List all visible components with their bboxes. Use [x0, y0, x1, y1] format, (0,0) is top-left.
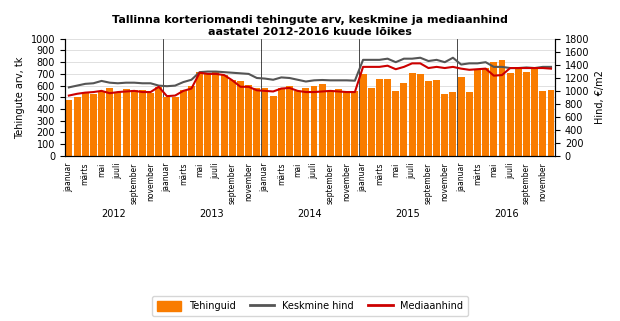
Bar	[294, 91, 301, 156]
Bar	[311, 86, 317, 156]
Bar	[498, 60, 505, 156]
Bar	[547, 90, 554, 156]
Bar	[82, 93, 89, 156]
Text: 2016: 2016	[494, 209, 518, 219]
Bar	[433, 80, 440, 156]
Bar	[409, 73, 415, 156]
Bar	[376, 79, 383, 156]
Bar	[139, 90, 146, 156]
Bar	[417, 74, 423, 156]
Bar	[237, 81, 244, 156]
Bar	[262, 88, 268, 156]
Bar	[172, 97, 179, 156]
Bar	[335, 89, 342, 156]
Bar	[180, 90, 187, 156]
Text: 2015: 2015	[396, 209, 420, 219]
Bar	[392, 91, 399, 156]
Y-axis label: Hind, €/m2: Hind, €/m2	[595, 70, 605, 124]
Bar	[74, 97, 81, 156]
Bar	[343, 91, 350, 156]
Bar	[352, 91, 358, 156]
Text: 2014: 2014	[298, 209, 322, 219]
Bar	[507, 73, 513, 156]
Bar	[98, 91, 105, 156]
Bar	[319, 84, 326, 156]
Bar	[196, 72, 203, 156]
Bar	[245, 85, 252, 156]
Bar	[286, 86, 293, 156]
Bar	[278, 88, 285, 156]
Bar	[155, 87, 162, 156]
Bar	[270, 96, 277, 156]
Bar	[515, 67, 522, 156]
Bar	[115, 92, 122, 156]
Bar	[131, 90, 138, 156]
Bar	[147, 93, 154, 156]
Bar	[360, 74, 366, 156]
Bar	[531, 69, 538, 156]
Bar	[425, 81, 432, 156]
Bar	[450, 92, 456, 156]
Bar	[482, 68, 489, 156]
Bar	[106, 88, 113, 156]
Bar	[401, 83, 407, 156]
Bar	[490, 62, 497, 156]
Bar	[188, 86, 195, 156]
Bar	[458, 77, 464, 156]
Bar	[303, 88, 309, 156]
Text: 2013: 2013	[200, 209, 224, 219]
Bar	[539, 91, 546, 156]
Bar	[213, 72, 219, 156]
Bar	[254, 88, 260, 156]
Text: 2012: 2012	[102, 209, 126, 219]
Bar	[123, 89, 130, 156]
Bar	[368, 88, 374, 156]
Bar	[466, 92, 473, 156]
Bar	[205, 74, 211, 156]
Bar	[327, 91, 334, 156]
Bar	[384, 79, 391, 156]
Legend: Tehinguid, Keskmine hind, Mediaanhind: Tehinguid, Keskmine hind, Mediaanhind	[152, 296, 468, 316]
Bar	[90, 94, 97, 156]
Bar	[229, 80, 236, 156]
Title: Tallinna korteriomandi tehingute arv, keskmine ja mediaanhind
aastatel 2012-2016: Tallinna korteriomandi tehingute arv, ke…	[112, 15, 508, 37]
Y-axis label: Tehingute arv, tk: Tehingute arv, tk	[15, 56, 25, 139]
Bar	[523, 72, 530, 156]
Bar	[441, 94, 448, 156]
Bar	[221, 75, 228, 156]
Bar	[474, 70, 481, 156]
Bar	[65, 100, 73, 156]
Bar	[164, 97, 170, 156]
